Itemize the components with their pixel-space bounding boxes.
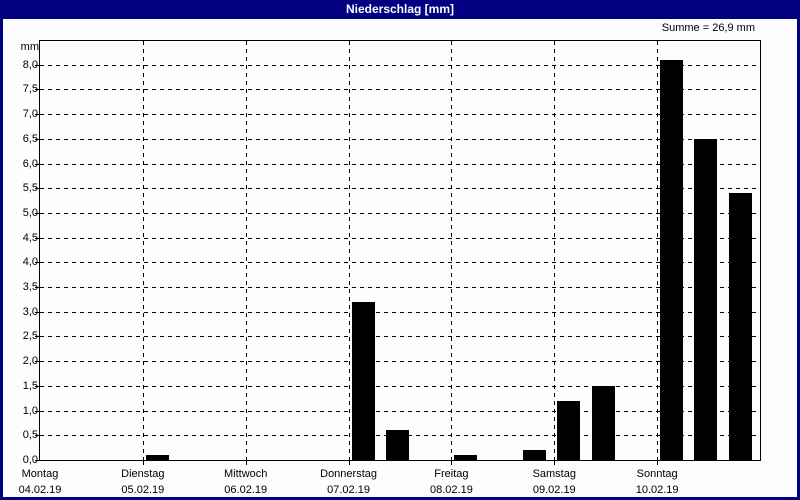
y-tick-label: 7,5: [22, 83, 38, 96]
y-tick-label: 5,0: [22, 206, 38, 219]
h-gridline: [40, 212, 760, 214]
y-tick-label: 1,5: [22, 379, 38, 392]
y-tick: [35, 163, 39, 165]
h-gridline: [40, 385, 760, 387]
h-gridline: [40, 311, 760, 313]
bar: [386, 430, 409, 460]
h-gridline: [40, 114, 760, 116]
h-gridline: [40, 188, 760, 190]
day-name-label: Samstag: [532, 468, 576, 480]
y-tick: [35, 385, 39, 387]
plot-area: [39, 40, 761, 461]
y-tick: [35, 237, 39, 239]
y-tick: [35, 64, 39, 66]
v-gridline: [143, 41, 144, 460]
x-tick: [349, 461, 350, 465]
y-tick: [35, 435, 39, 437]
y-tick-label: 0,0: [22, 454, 38, 466]
v-gridline: [451, 41, 452, 460]
plot-grid-layer: [40, 41, 760, 460]
y-tick-label: 3,5: [22, 281, 38, 294]
bar: [523, 450, 546, 460]
title-bar: Niederschlag [mm]: [0, 0, 800, 19]
h-gridline: [40, 237, 760, 239]
bar: [352, 302, 375, 460]
bar: [592, 386, 615, 460]
v-gridline: [554, 41, 555, 460]
v-gridline: [246, 41, 247, 460]
day-date-label: 07.02.19: [327, 484, 370, 496]
bar: [146, 455, 169, 460]
y-tick: [35, 89, 39, 91]
y-tick: [35, 361, 39, 363]
y-tick: [35, 114, 39, 116]
h-gridline: [40, 336, 760, 338]
day-name-label: Donnerstag: [320, 468, 377, 480]
h-gridline: [40, 163, 760, 165]
h-gridline: [40, 89, 760, 91]
y-tick: [35, 188, 39, 190]
y-tick-label: 3,0: [22, 305, 38, 318]
day-name-label: Dienstag: [121, 468, 165, 480]
bar: [729, 193, 752, 460]
day-date-label: 05.02.19: [121, 484, 165, 496]
x-tick: [143, 461, 144, 465]
y-tick-label: 4,5: [22, 231, 38, 244]
y-tick-label: 6,0: [22, 157, 38, 170]
y-tick-label: 8,0: [22, 58, 38, 71]
day-name-label: Freitag: [434, 468, 469, 480]
day-date-label: 09.02.19: [532, 484, 576, 496]
h-gridline: [40, 287, 760, 289]
x-tick: [554, 461, 555, 465]
y-tick: [35, 138, 39, 140]
day-date-label: 08.02.19: [430, 484, 473, 496]
day-name-label: Montag: [21, 468, 59, 480]
day-name-label: Sonntag: [636, 468, 678, 480]
x-tick: [657, 461, 658, 465]
h-gridline: [40, 361, 760, 363]
y-tick-label: 2,0: [22, 355, 38, 368]
y-tick: [35, 460, 39, 461]
y-tick-label: 6,5: [22, 132, 38, 145]
y-tick-label: 1,0: [22, 404, 38, 417]
chart-panel: Summe = 26,9 mm mm 0,0 0,5 1,0 1,5 2,0 2,5 3,0…: [3, 19, 797, 497]
y-tick: [35, 212, 39, 214]
h-gridline: [40, 64, 760, 66]
y-tick: [35, 262, 39, 264]
sum-annotation: Summe = 26,9 mm: [661, 22, 755, 34]
y-tick-label: 5,5: [22, 182, 38, 195]
y-tick-label: 2,5: [22, 330, 38, 343]
y-tick-label: 0,5: [22, 429, 38, 442]
y-tick: [35, 336, 39, 338]
day-date-label: 10.02.19: [635, 484, 679, 496]
bar: [454, 455, 477, 460]
y-tick-label: 7,0: [22, 108, 38, 121]
x-tick: [246, 461, 247, 465]
h-gridline: [40, 138, 760, 140]
window-title: Niederschlag [mm]: [345, 2, 455, 16]
y-tick: [35, 311, 39, 313]
day-date-label: 06.02.19: [224, 484, 268, 496]
y-tick: [35, 287, 39, 289]
day-date-label: 04.02.19: [18, 484, 62, 496]
h-gridline: [40, 410, 760, 412]
y-tick-label: 4,0: [22, 256, 38, 269]
v-gridline: [349, 41, 350, 460]
v-gridline: [657, 41, 658, 460]
bar: [694, 139, 717, 460]
y-tick: [35, 410, 39, 412]
bar: [660, 60, 683, 460]
y-axis-unit-label: mm: [20, 41, 39, 53]
h-gridline: [40, 262, 760, 264]
x-tick: [451, 461, 452, 465]
day-name-label: Mittwoch: [224, 468, 268, 480]
bar: [557, 401, 580, 460]
